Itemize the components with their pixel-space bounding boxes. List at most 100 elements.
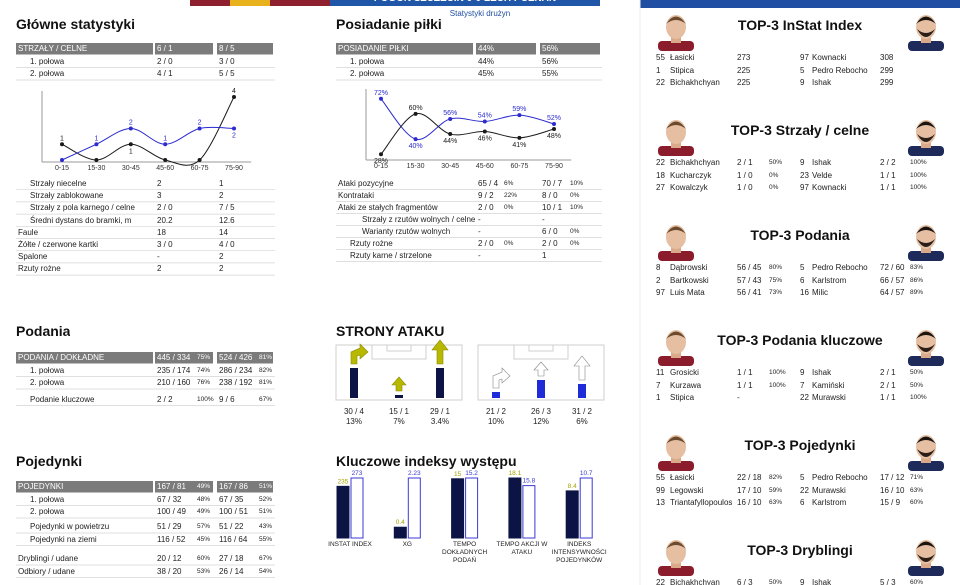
table-cell: 48%: [197, 495, 211, 503]
player-cell: 0%: [769, 171, 779, 179]
player-cell: Bichakhchyan: [670, 78, 720, 87]
player-cell: 63%: [769, 499, 783, 506]
x-tick-label: 0-15: [55, 165, 69, 172]
value-label: 273: [352, 470, 363, 477]
zone-attacks: 29 / 1: [430, 407, 451, 416]
table-cell: POSIADANIE PIŁKI: [338, 44, 409, 53]
section-title: Podania: [16, 323, 71, 339]
table-cell: Warianty rzutów wolnych: [362, 227, 451, 236]
attack-arrow: [492, 367, 511, 389]
data-point: [197, 158, 202, 162]
data-point: [517, 113, 522, 118]
table-cell: 44%: [478, 56, 495, 66]
value-label: 0.4: [396, 519, 405, 526]
index-bar: [508, 477, 522, 539]
x-tick-label: 45-60: [156, 165, 174, 172]
zone-share: 13%: [346, 417, 362, 426]
value-label: 59%: [512, 106, 526, 113]
data-point: [60, 158, 64, 162]
player-cell: Kowalczyk: [670, 183, 708, 192]
photo-beard: [917, 344, 935, 352]
x-tick-label: 15-30: [407, 163, 425, 170]
player-cell: Triantafyllopoulos: [670, 498, 733, 507]
data-point: [232, 95, 236, 99]
value-label: 1: [129, 148, 133, 155]
header-cell-bg: [217, 352, 273, 364]
player-cell: 99: [656, 485, 665, 495]
player-cell: Murawski: [812, 485, 846, 495]
index-bar: [407, 477, 421, 539]
player-cell: Stipica: [670, 393, 695, 402]
index-bar: [451, 478, 465, 539]
attack-arrow: [573, 355, 591, 381]
index-bar: [522, 485, 536, 539]
player-cell: 100%: [910, 159, 927, 166]
category-label: TEMPO AKCJI W ATAKU: [496, 541, 548, 556]
section-title: Posiadanie piłki: [336, 16, 442, 32]
player-cell: 2 / 1: [880, 368, 896, 377]
photo-shirt: [658, 251, 694, 261]
table-cell: 0%: [570, 228, 580, 235]
table-cell: 51 / 22: [219, 522, 244, 531]
player-cell: Ishak: [812, 158, 832, 167]
player-cell: Pedro Rebocho: [812, 65, 868, 75]
player-cell: 22: [800, 393, 809, 402]
table-cell: 6%: [504, 180, 514, 187]
header-cell-bg: [155, 43, 213, 55]
header-strip: [640, 0, 960, 8]
player-cell: 97: [656, 288, 665, 297]
player-cell: 8: [656, 263, 661, 272]
value-label: 2.23: [408, 470, 421, 477]
player-cell: 6 / 3: [737, 578, 753, 585]
goal-area: [528, 344, 554, 352]
table-cell: Ataki ze stałych fragmentów: [338, 203, 438, 212]
table-cell: 116 / 64: [219, 534, 248, 544]
photo-beard: [917, 449, 935, 457]
player-cell: 17 / 12: [880, 473, 905, 482]
table-cell: 10 / 1: [542, 203, 563, 212]
value-label: 2: [129, 120, 133, 127]
table-cell: 10%: [570, 180, 584, 187]
player-cell: 1 / 1: [880, 183, 896, 192]
photo-hair: [916, 226, 936, 234]
value-label: 28%: [374, 158, 388, 165]
table-cell: 51%: [259, 483, 273, 490]
table-cell: 4 / 1: [157, 69, 173, 78]
player-cell: Legowski: [670, 485, 704, 495]
x-tick-label: 0-15: [374, 163, 388, 170]
table-cell: 67%: [259, 555, 273, 562]
player-cell: 18: [656, 170, 665, 180]
table-cell: 2 / 0: [542, 239, 558, 248]
series-line: [61, 96, 235, 166]
photo-hair: [916, 436, 936, 444]
table-cell: 1: [219, 179, 224, 188]
photo-shirt: [658, 41, 694, 51]
value-label: 18.1: [509, 470, 522, 477]
player-cell: 2 / 1: [737, 158, 753, 167]
player-cell: 6: [800, 275, 805, 285]
table-cell: Strzały niecelne: [30, 179, 87, 188]
table-cell: Rzuty karne / strzelone: [350, 251, 432, 260]
table-cell: Spalone: [18, 252, 48, 262]
zone-attacks: 21 / 2: [486, 407, 507, 416]
player-cell: 11: [656, 368, 665, 377]
panel-title: TOP-3 Pojedynki: [744, 437, 856, 453]
section-title: Główne statystyki: [16, 16, 136, 32]
player-cell: 86%: [910, 276, 924, 284]
player-cell: 2 / 2: [880, 158, 896, 167]
value-label: 48%: [547, 133, 561, 140]
player-cell: 83%: [910, 264, 924, 271]
photo-hair: [666, 331, 686, 339]
player-cell: Pedro Rebocho: [812, 263, 868, 272]
photo-shirt: [908, 146, 944, 156]
photo-hair: [666, 121, 686, 129]
value-label: 46%: [478, 136, 492, 143]
value-label: 10.7: [580, 470, 593, 477]
data-point: [517, 135, 522, 140]
player-cell: Kownacki: [812, 53, 847, 62]
table-cell: 44%: [478, 44, 495, 53]
player-cell: 22: [656, 78, 665, 87]
table-cell: 7 / 5: [219, 203, 235, 213]
table-cell: 56%: [542, 44, 559, 53]
